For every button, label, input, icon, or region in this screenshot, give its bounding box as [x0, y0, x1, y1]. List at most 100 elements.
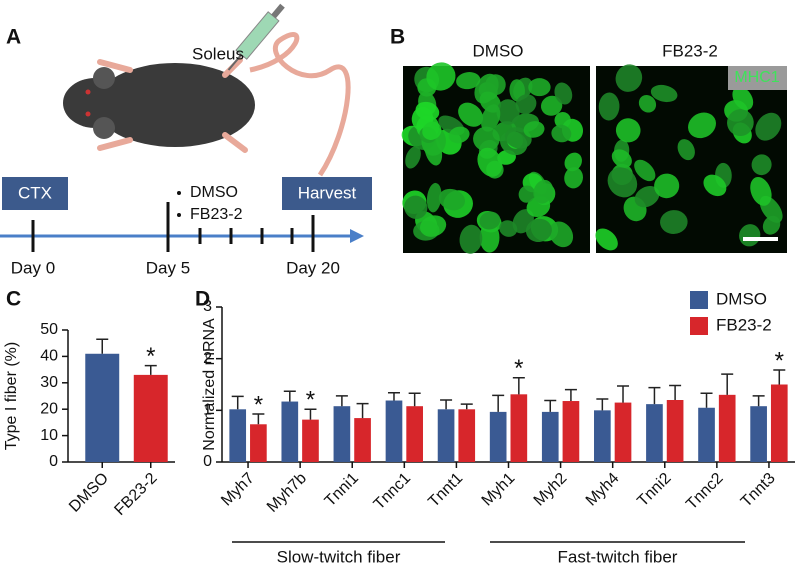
- fiber: [650, 84, 678, 103]
- x-tick-label: Tnnc1: [371, 470, 415, 514]
- fiber: [751, 154, 772, 176]
- fiber: [607, 167, 638, 198]
- syringe-needle: [227, 54, 243, 71]
- bar: [229, 409, 247, 462]
- x-tick-label: Tnni2: [634, 470, 674, 510]
- error-bar: [408, 392, 421, 407]
- bar: [406, 406, 423, 462]
- error-bar: [144, 364, 157, 375]
- legend-swatch: [690, 291, 708, 309]
- fiber: [688, 112, 716, 139]
- y-tick-label: 20: [40, 400, 58, 417]
- fiber: [611, 149, 632, 168]
- x-tick-label: Myh7: [218, 470, 258, 510]
- error-bar: [387, 392, 400, 401]
- bar: [489, 411, 507, 462]
- fiber: [405, 146, 421, 169]
- group-label: Slow-twitch fiber: [277, 547, 401, 566]
- fiber: [540, 95, 563, 116]
- stain-label: MHC1: [734, 69, 779, 86]
- bar: [646, 404, 663, 462]
- y-axis-title: Type I fiber (%): [3, 342, 20, 450]
- bar: [510, 394, 528, 462]
- treatment: DMSO: [190, 184, 238, 201]
- error-bar: [596, 398, 609, 411]
- panel-label: B: [390, 26, 405, 49]
- column-label: FB23-2: [662, 41, 718, 60]
- bar: [281, 401, 299, 462]
- bullet: [177, 191, 181, 195]
- y-tick-label: 0: [203, 453, 212, 470]
- fiber: [727, 109, 754, 137]
- fiber: [660, 210, 688, 234]
- x-tick-label: Tnnc2: [683, 470, 727, 514]
- fiber: [615, 64, 643, 92]
- fiber: [448, 126, 470, 144]
- column-label: DMSO: [473, 41, 524, 60]
- legend-label: FB23-2: [716, 315, 772, 334]
- timeline-ticks: [31, 202, 315, 252]
- fiber: [458, 102, 484, 127]
- error-bar: [564, 388, 577, 402]
- panel-label: A: [6, 26, 21, 49]
- fiber: [456, 72, 481, 90]
- fiber: [499, 220, 518, 237]
- x-tick-label: DMSO: [66, 470, 112, 516]
- error-bar: [721, 373, 734, 395]
- significance: *: [254, 391, 263, 418]
- bar: [750, 406, 767, 462]
- legend-label: DMSO: [716, 289, 767, 308]
- stain-label-box: [728, 66, 787, 90]
- mouse-tail: [249, 32, 351, 177]
- injection-site: Soleus: [192, 44, 244, 63]
- bar: [698, 407, 715, 462]
- fiber: [480, 104, 501, 132]
- x-tick-label: Myh1: [479, 470, 519, 510]
- x-tick-label: Tnnt3: [738, 470, 779, 511]
- x-tick-label: Tnni1: [322, 470, 362, 510]
- x-tick-label: Myh4: [583, 470, 623, 510]
- fiber: [420, 215, 447, 237]
- bar: [385, 400, 403, 462]
- group-label: Fast-twitch fiber: [558, 547, 678, 566]
- fiber: [533, 179, 554, 204]
- error-bar: [304, 408, 317, 420]
- timeline-start: CTX: [18, 183, 52, 202]
- timeline-box: [2, 177, 68, 210]
- bar: [302, 419, 319, 462]
- bar: [614, 402, 632, 462]
- fiber: [515, 94, 537, 115]
- error-bar: [544, 399, 557, 412]
- fiber: [422, 121, 442, 140]
- error-bar: [617, 385, 630, 403]
- fiber: [426, 62, 456, 91]
- treatment: FB23-2: [190, 206, 243, 223]
- fibers: [401, 62, 783, 254]
- error-bar: [752, 395, 765, 407]
- bar: [541, 411, 559, 462]
- panel-label: C: [6, 288, 21, 311]
- error-bar: [252, 413, 265, 425]
- mouse-eye: [85, 111, 91, 117]
- fiber: [564, 167, 583, 189]
- significance: *: [306, 387, 315, 414]
- mouse-illustration: [63, 3, 351, 177]
- fiber: [615, 118, 641, 143]
- significance: *: [146, 343, 155, 370]
- mouse-head: [63, 78, 127, 128]
- fiber: [404, 195, 428, 219]
- timeline-box: [282, 177, 372, 210]
- mouse-body: [95, 63, 255, 147]
- y-tick-label: 40: [40, 348, 58, 365]
- fiber: [598, 92, 620, 121]
- mouse-paws: [97, 57, 248, 153]
- error-bar: [512, 377, 525, 395]
- fiber: [638, 94, 657, 113]
- fiber: [634, 159, 656, 182]
- fiber: [459, 224, 483, 254]
- fiber: [528, 78, 551, 97]
- bar: [718, 394, 736, 462]
- bar: [562, 401, 580, 462]
- bar: [133, 374, 168, 462]
